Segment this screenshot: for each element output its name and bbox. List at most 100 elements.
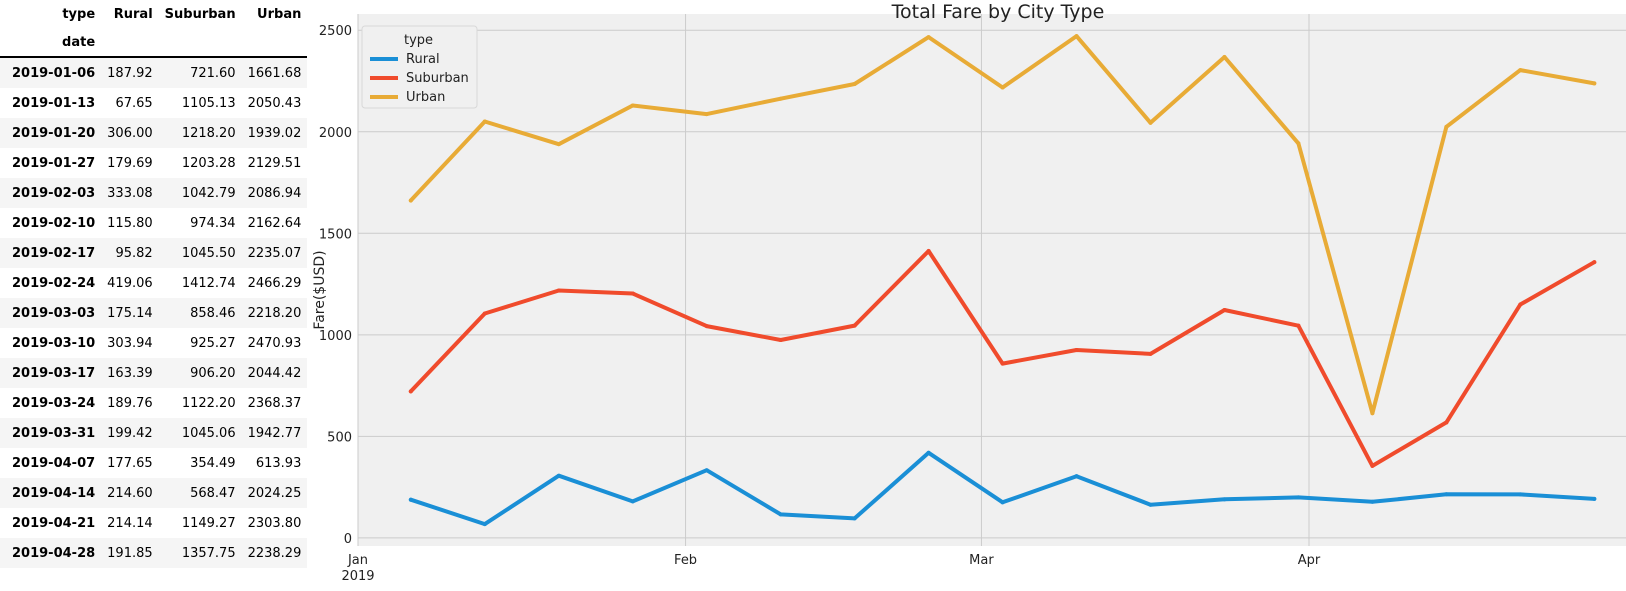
column-header-rural: Rural (113, 6, 153, 22)
data-point-rural (556, 473, 561, 478)
row-date: 2019-03-03 (12, 305, 96, 321)
data-point-rural (1518, 492, 1523, 497)
x-tick-label: Feb (674, 553, 697, 568)
cell-rural: 175.14 (107, 305, 153, 321)
y-axis-label: Fare($USD) (312, 250, 328, 329)
cell-suburban: 974.34 (190, 215, 236, 231)
cell-suburban: 1045.50 (181, 245, 236, 261)
cell-rural: 95.82 (115, 245, 153, 261)
data-point-urban (1296, 141, 1301, 146)
data-point-suburban (1296, 323, 1301, 328)
table-row: 2019-02-24 419.06 1412.74 2466.29 (0, 268, 307, 298)
cell-rural: 199.42 (107, 425, 153, 441)
data-point-urban (1592, 81, 1597, 86)
table-row: 2019-04-07 177.65 354.49 613.93 (0, 448, 307, 478)
row-date: 2019-04-28 (12, 545, 96, 561)
data-point-urban (1074, 34, 1079, 39)
index-sublabel: date (0, 28, 102, 58)
data-point-suburban (1148, 351, 1153, 356)
y-tick-label: 1000 (319, 329, 352, 344)
data-point-urban (926, 35, 931, 40)
cell-urban: 2368.37 (247, 395, 302, 411)
x-tick-label: Jan (347, 553, 368, 568)
cell-suburban: 1412.74 (181, 275, 236, 291)
cell-urban: 1939.02 (247, 125, 302, 141)
cell-urban: 1661.68 (247, 65, 302, 81)
cell-rural: 189.76 (107, 395, 153, 411)
table-row: 2019-01-20 306.00 1218.20 1939.02 (0, 118, 308, 148)
cell-urban: 2235.07 (247, 245, 302, 261)
cell-rural: 303.94 (107, 335, 153, 351)
data-point-urban (1148, 120, 1153, 125)
cell-suburban: 568.47 (190, 485, 236, 501)
x-tick-label: Apr (1298, 553, 1321, 568)
data-point-urban (1444, 124, 1449, 129)
y-tick-label: 0 (344, 532, 352, 547)
table-row: 2019-02-03 333.08 1042.79 2086.94 (0, 178, 308, 208)
table-row: 2019-01-27 179.69 1203.28 2129.51 (0, 148, 307, 178)
index-label: type (62, 6, 96, 22)
cell-suburban: 858.46 (190, 305, 236, 321)
table-row: 2019-02-17 95.82 1045.50 2235.07 (0, 238, 308, 268)
data-point-rural (1222, 497, 1227, 502)
row-date: 2019-03-24 (12, 395, 96, 411)
grid-lines (357, 14, 1626, 546)
cell-suburban: 906.20 (190, 365, 236, 381)
cell-urban: 2218.20 (247, 305, 302, 321)
cell-urban: 2470.93 (247, 335, 302, 351)
data-point-rural (630, 499, 635, 504)
y-tick-label: 2000 (319, 126, 352, 141)
cell-suburban: 1045.06 (181, 425, 236, 441)
row-date: 2019-01-20 (12, 125, 96, 141)
cell-urban: 2466.29 (247, 275, 302, 291)
table-row: 2019-03-31 199.42 1045.06 1942.77 (0, 418, 308, 448)
row-date: 2019-03-17 (12, 365, 96, 381)
data-point-rural (1074, 474, 1079, 479)
row-date: 2019-04-07 (12, 455, 96, 471)
row-date: 2019-04-14 (12, 485, 96, 501)
row-date: 2019-02-24 (12, 275, 96, 291)
data-point-suburban (630, 291, 635, 296)
data-point-urban (1518, 68, 1523, 73)
data-point-urban (1000, 85, 1005, 90)
cell-rural: 419.06 (107, 275, 153, 291)
data-point-suburban (704, 324, 709, 329)
cell-urban: 1942.77 (247, 425, 302, 441)
table-body: 2019-01-06 187.92 721.60 1661.68 2019-01-13 6… (0, 57, 308, 568)
data-point-urban (408, 198, 413, 203)
cell-rural: 115.80 (107, 215, 153, 231)
data-point-suburban (482, 311, 487, 316)
row-date: 2019-03-31 (12, 425, 96, 441)
cell-urban: 2044.42 (247, 365, 302, 381)
cell-urban: 2024.25 (247, 485, 302, 501)
data-point-rural (1444, 492, 1449, 497)
data-point-rural (1148, 502, 1153, 507)
table-row: 2019-04-28 191.85 1357.75 2238.29 (0, 538, 308, 568)
data-point-urban (778, 96, 783, 101)
legend-box (361, 25, 478, 109)
series-lines (408, 34, 1597, 527)
data-point-suburban (1518, 302, 1523, 307)
table-row: 2019-03-03 175.14 858.46 2218.20 (0, 298, 308, 328)
cell-urban: 2086.94 (247, 185, 302, 201)
data-point-suburban (778, 338, 783, 343)
legend-label-rural: Rural (406, 52, 440, 67)
data-point-rural (482, 522, 487, 527)
data-point-rural (1296, 495, 1301, 500)
cell-suburban: 354.49 (190, 455, 236, 471)
data-point-suburban (852, 323, 857, 328)
table-row: 2019-01-13 67.65 1105.13 2050.43 (0, 88, 307, 118)
data-point-urban (1370, 411, 1375, 416)
row-date: 2019-01-27 (12, 155, 96, 171)
data-point-rural (704, 468, 709, 473)
data-point-rural (852, 516, 857, 521)
cell-rural: 333.08 (107, 185, 153, 201)
legend: type Rural Suburban Urban (361, 25, 478, 109)
x-tick-sublabel: 2019 (341, 569, 374, 584)
data-point-urban (704, 112, 709, 117)
cell-suburban: 1218.20 (181, 125, 236, 141)
legend-label-suburban: Suburban (406, 71, 469, 86)
table-row: 2019-03-10 303.94 925.27 2470.93 (0, 328, 307, 358)
cell-urban: 2303.80 (247, 515, 302, 531)
data-point-rural (778, 512, 783, 517)
